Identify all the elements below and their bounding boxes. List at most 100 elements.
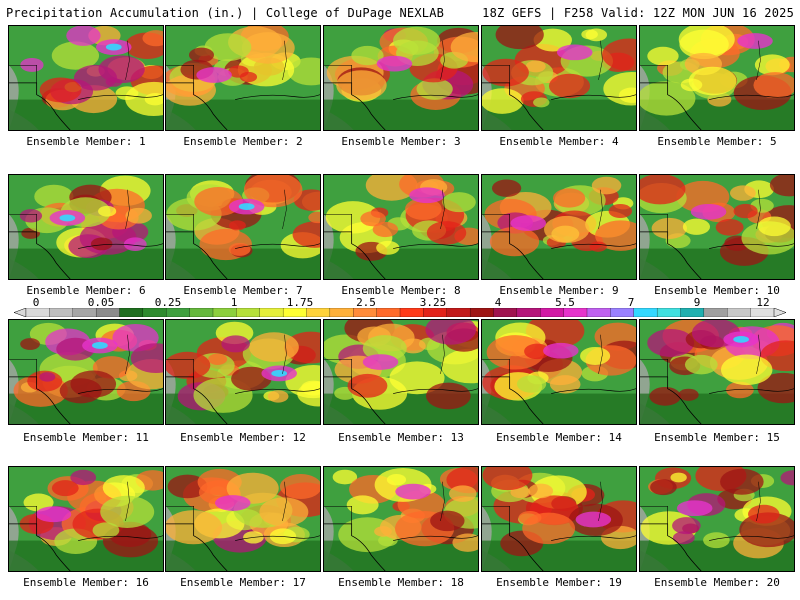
legend-arrow-left bbox=[14, 308, 27, 317]
precip-map bbox=[9, 467, 163, 571]
legend-tick-label: 5.5 bbox=[555, 296, 575, 309]
ensemble-map-panel bbox=[639, 319, 795, 425]
ensemble-map-panel bbox=[165, 466, 321, 572]
legend-swatch bbox=[540, 308, 565, 317]
panel-label: Ensemble Member: 20 bbox=[654, 576, 780, 589]
panel-label: Ensemble Member: 5 bbox=[657, 135, 777, 148]
precip-map bbox=[482, 320, 636, 424]
precip-map bbox=[482, 175, 636, 279]
ensemble-map-panel bbox=[639, 174, 795, 280]
legend-swatch bbox=[189, 308, 214, 317]
legend-swatch bbox=[142, 308, 167, 317]
panel-label: Ensemble Member: 1 bbox=[26, 135, 146, 148]
ensemble-map-panel bbox=[8, 319, 164, 425]
legend-color-bar bbox=[14, 308, 786, 317]
legend-swatch bbox=[282, 308, 308, 317]
panel-label: Ensemble Member: 10 bbox=[654, 284, 780, 297]
legend-tick-label: 12 bbox=[756, 296, 770, 309]
precip-map bbox=[324, 175, 478, 279]
ensemble-map-panel bbox=[323, 174, 479, 280]
legend-swatch bbox=[423, 308, 448, 317]
legend-tick-label: 2.5 bbox=[356, 296, 376, 309]
ensemble-map-panel bbox=[8, 25, 164, 131]
legend-swatch bbox=[563, 308, 588, 317]
ensemble-map-panel bbox=[639, 25, 795, 131]
legend-swatch bbox=[49, 308, 74, 317]
precip-map bbox=[324, 26, 478, 130]
color-legend: 0 0.05 0.25 1 1.75 2.5 3.25 4 5.5 7 9 12 bbox=[0, 296, 800, 320]
ensemble-map-panel bbox=[481, 174, 637, 280]
precip-map bbox=[9, 320, 163, 424]
legend-swatch bbox=[212, 308, 238, 317]
precip-map bbox=[482, 26, 636, 130]
ensemble-map-panel bbox=[323, 25, 479, 131]
ensemble-map-panel bbox=[8, 174, 164, 280]
precip-map bbox=[640, 175, 794, 279]
legend-swatch bbox=[119, 308, 144, 317]
legend-swatch bbox=[633, 308, 658, 317]
precip-map bbox=[482, 467, 636, 571]
legend-tick-label: 1.75 bbox=[286, 296, 314, 309]
legend-swatch bbox=[446, 308, 471, 317]
run-info: 18Z GEFS | F258 Valid: 12Z MON JUN 16 20… bbox=[482, 6, 794, 20]
legend-tick-label: 3.25 bbox=[419, 296, 447, 309]
panel-label: Ensemble Member: 9 bbox=[499, 284, 619, 297]
precip-map bbox=[640, 26, 794, 130]
precip-map bbox=[640, 467, 794, 571]
panel-label: Ensemble Member: 19 bbox=[496, 576, 622, 589]
panel-label: Ensemble Member: 11 bbox=[23, 431, 149, 444]
panel-label: Ensemble Member: 4 bbox=[499, 135, 619, 148]
legend-swatch bbox=[72, 308, 97, 317]
legend-swatch bbox=[95, 308, 121, 317]
panel-label: Ensemble Member: 14 bbox=[496, 431, 622, 444]
panel-label: Ensemble Member: 12 bbox=[180, 431, 306, 444]
legend-tick-label: 4 bbox=[494, 296, 502, 309]
ensemble-map-panel bbox=[639, 466, 795, 572]
precip-map bbox=[166, 175, 320, 279]
ensemble-map-panel bbox=[323, 319, 479, 425]
ensemble-map-panel bbox=[481, 25, 637, 131]
legend-swatch bbox=[750, 308, 775, 317]
legend-swatch bbox=[680, 308, 705, 317]
ensemble-map-panel bbox=[8, 466, 164, 572]
legend-swatch bbox=[329, 308, 354, 317]
panel-label: Ensemble Member: 7 bbox=[183, 284, 303, 297]
legend-swatch bbox=[236, 308, 261, 317]
precip-map bbox=[324, 320, 478, 424]
ensemble-map-panel bbox=[481, 319, 637, 425]
legend-swatch bbox=[306, 308, 331, 317]
panel-label: Ensemble Member: 15 bbox=[654, 431, 780, 444]
legend-swatch bbox=[353, 308, 378, 317]
legend-tick-label: 1 bbox=[230, 296, 238, 309]
legend-swatch bbox=[166, 308, 191, 317]
legend-swatch bbox=[376, 308, 401, 317]
legend-swatch bbox=[516, 308, 541, 317]
panel-label: Ensemble Member: 3 bbox=[341, 135, 461, 148]
panel-label: Ensemble Member: 13 bbox=[338, 431, 464, 444]
legend-swatch bbox=[469, 308, 495, 317]
panel-label: Ensemble Member: 18 bbox=[338, 576, 464, 589]
panel-label: Ensemble Member: 16 bbox=[23, 576, 149, 589]
legend-swatch bbox=[656, 308, 682, 317]
ensemble-map-panel bbox=[323, 466, 479, 572]
panel-label: Ensemble Member: 8 bbox=[341, 284, 461, 297]
precip-map bbox=[166, 467, 320, 571]
precip-map bbox=[166, 320, 320, 424]
precip-map bbox=[9, 175, 163, 279]
legend-swatch bbox=[25, 308, 51, 317]
ensemble-map-panel bbox=[165, 174, 321, 280]
legend-tick-label: 7 bbox=[627, 296, 635, 309]
map-title: Precipitation Accumulation (in.) | Colle… bbox=[6, 6, 445, 20]
legend-tick-label: 0.05 bbox=[87, 296, 115, 309]
ensemble-map-panel bbox=[481, 466, 637, 572]
legend-arrow-right bbox=[773, 308, 786, 317]
legend-swatch bbox=[399, 308, 425, 317]
legend-swatch bbox=[493, 308, 518, 317]
ensemble-map-panel bbox=[165, 319, 321, 425]
legend-swatch bbox=[259, 308, 284, 317]
precip-map bbox=[640, 320, 794, 424]
precip-map bbox=[166, 26, 320, 130]
legend-tick-label: 0.25 bbox=[154, 296, 182, 309]
legend-swatch bbox=[727, 308, 752, 317]
precip-map bbox=[324, 467, 478, 571]
